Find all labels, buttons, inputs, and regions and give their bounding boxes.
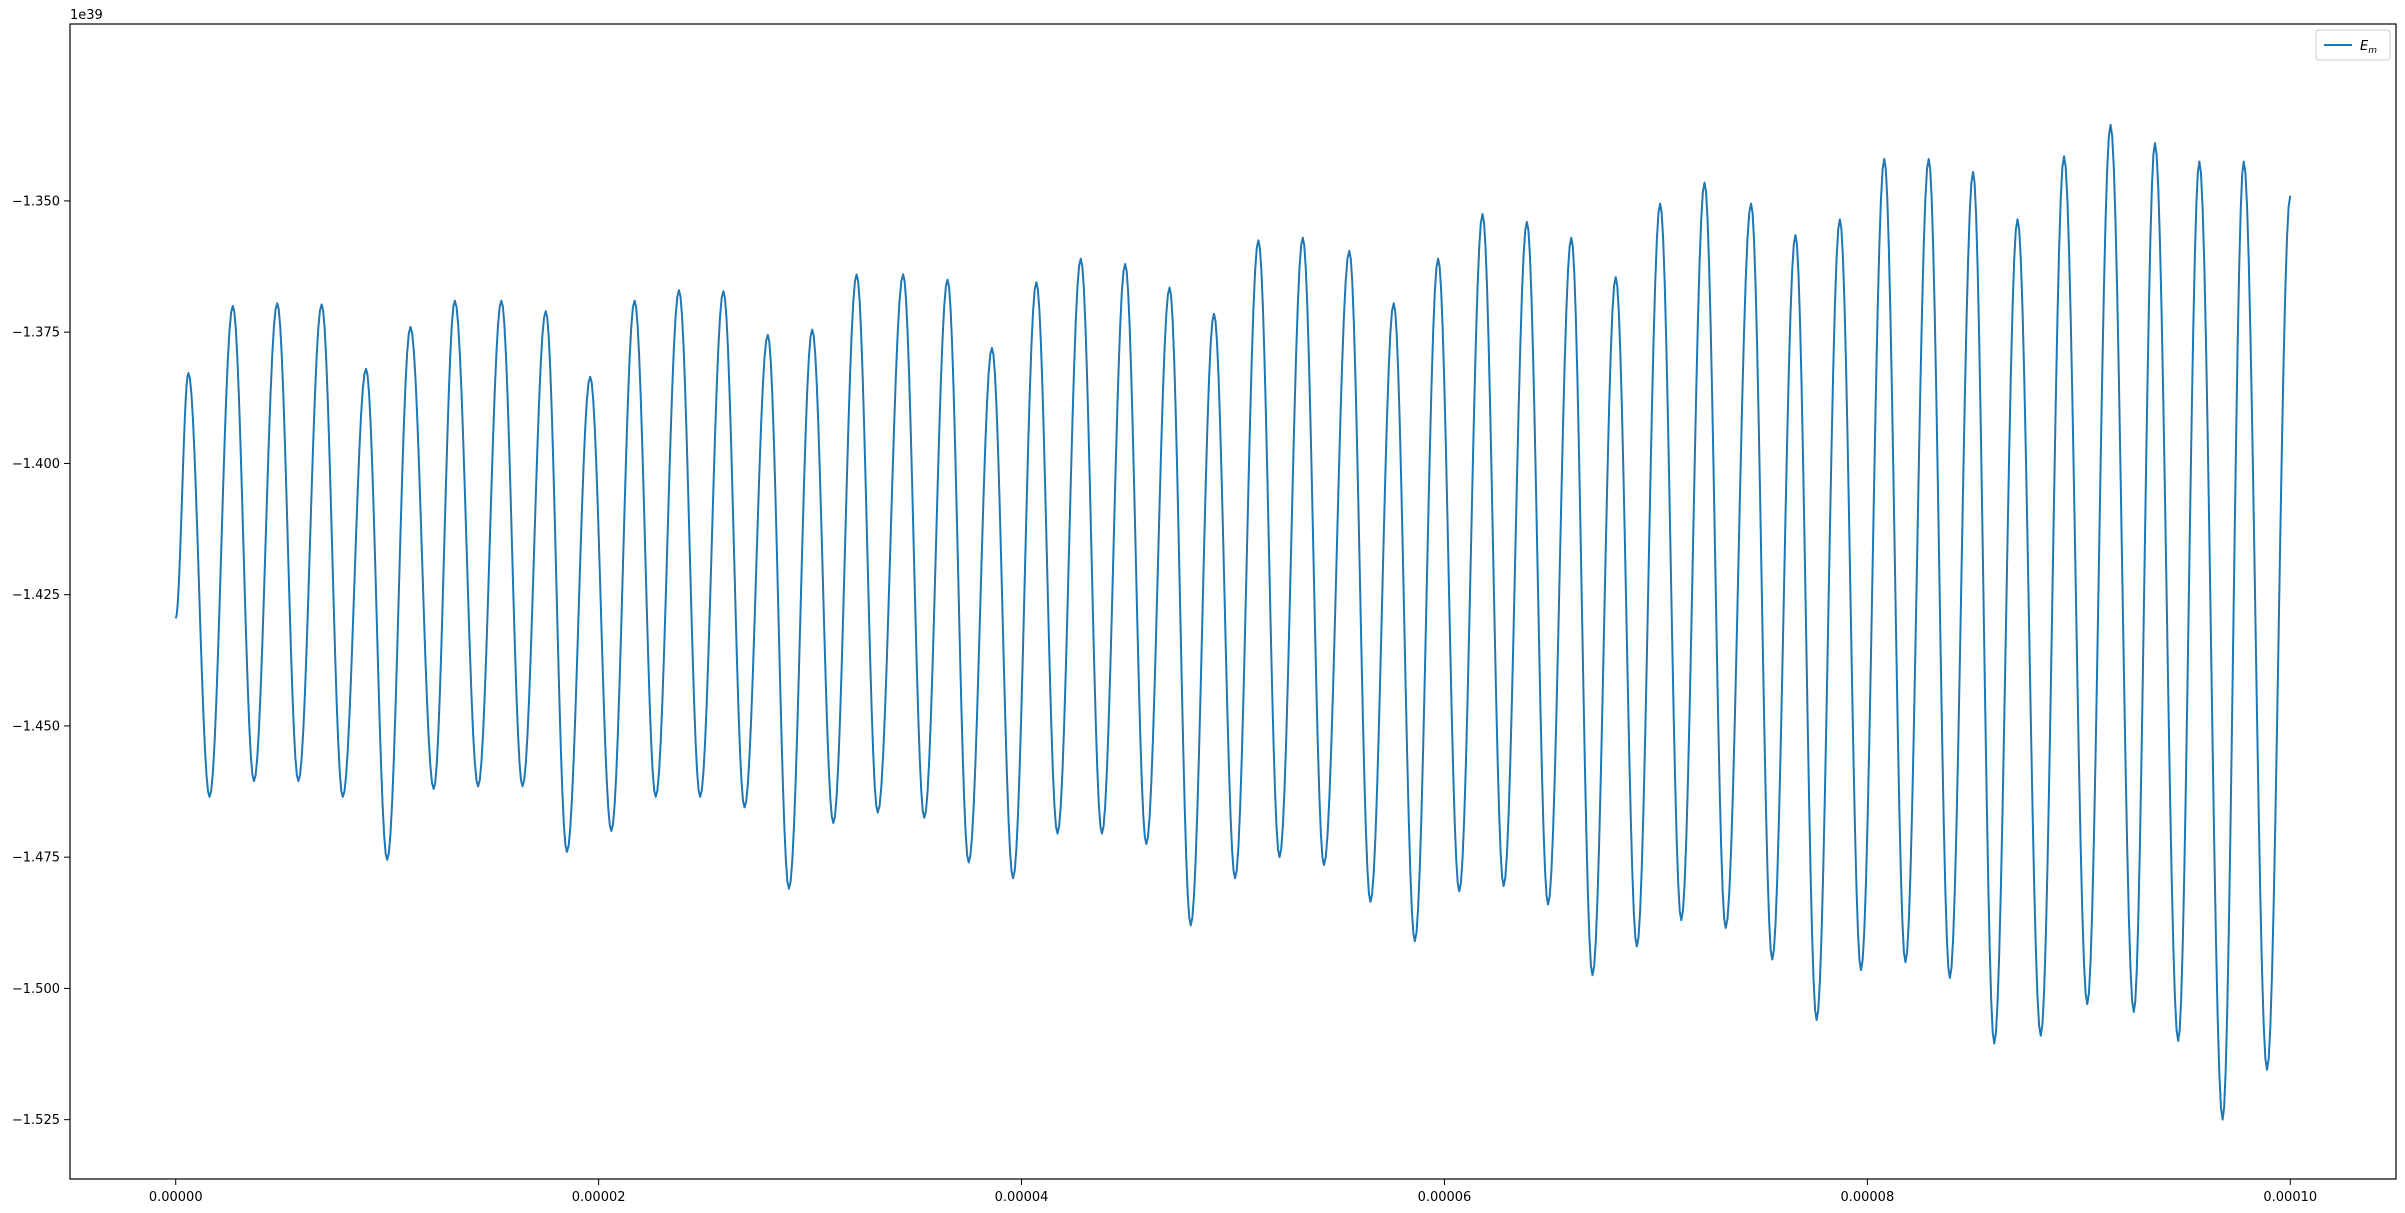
y-tick-label: −1.425 [12,588,60,603]
x-tick-label: 0.00006 [1418,1190,1472,1205]
y-axis-ticks: −1.350 −1.375 −1.400 −1.425 −1.450 −1.475 −1.5… [12,194,70,1128]
y-tick-label: −1.500 [12,982,60,997]
legend-box [2315,29,2391,61]
y-tick-label: −1.450 [12,719,60,734]
x-tick-label: 0.00010 [2263,1190,2317,1205]
y-tick-label: −1.350 [12,194,60,209]
x-axis-ticks: 0.00000 0.00002 0.00004 0.00006 0.00008 0.000… [149,1179,2317,1205]
plot-frame [69,23,2397,1180]
series-line-e-m [174,123,2292,1121]
y-tick-label: −1.475 [12,851,60,866]
x-tick-label: 0.00002 [572,1190,626,1205]
x-tick-label: 0.00008 [1840,1190,1894,1205]
y-tick-label: −1.375 [12,326,60,341]
x-tick-label: 0.00000 [149,1190,203,1205]
y-tick-label: −1.400 [12,457,60,472]
legend: Em [2315,29,2391,61]
x-tick-label: 0.00004 [995,1190,1049,1205]
y-tick-label: −1.525 [12,1113,60,1128]
y-offset-label: 1e39 [70,8,103,23]
plot-background [70,24,2396,1179]
